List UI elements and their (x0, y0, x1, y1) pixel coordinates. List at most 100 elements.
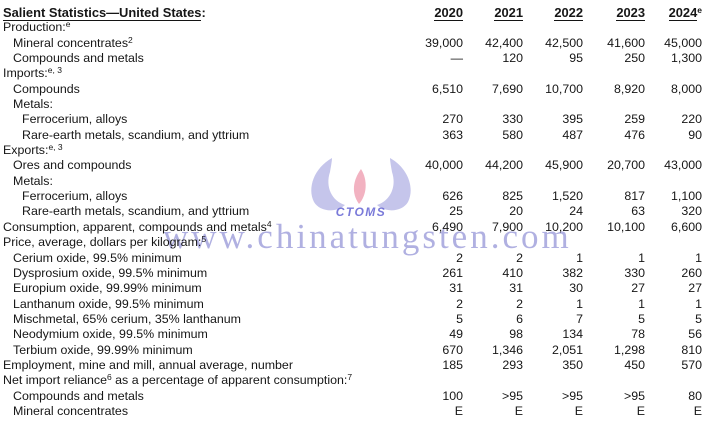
value-cell: 250 (624, 51, 645, 66)
table-header-row: Salient Statistics—United States: 2020 20… (3, 5, 702, 21)
table-row: Mineral concentrates2 39,000 42,400 42,500 4… (3, 35, 702, 51)
value-cell: 134 (562, 327, 583, 342)
row-label: Consumption, apparent, compounds and met… (3, 218, 272, 234)
table-row: Consumption, apparent, compounds and met… (3, 220, 702, 235)
row-label: Compounds and metals (13, 388, 144, 403)
value-cell: E (636, 403, 645, 418)
row-label: Imports:e, 3 (3, 65, 62, 81)
value-cell: 476 (624, 127, 645, 142)
estimate-superscript: e (697, 5, 702, 15)
value-cell: 1,298 (613, 342, 645, 357)
row-label: Rare-earth metals, scandium, and yttrium (22, 127, 250, 142)
table-row: Employment, mine and mill, annual averag… (3, 358, 702, 373)
value-cell: — (450, 51, 463, 66)
value-cell: E (693, 403, 702, 418)
value-cell: 1 (638, 250, 645, 265)
row-label: Lanthanum oxide, 99.5% minimum (13, 296, 204, 311)
value-cell: 6,490 (431, 219, 463, 234)
value-cell: 626 (442, 189, 463, 204)
table-title: Salient Statistics—United States: (3, 5, 402, 21)
row-label: Price, average, dollars per kilogram:5 (3, 234, 207, 250)
year-header-2022: 2022 (554, 5, 583, 21)
table-row: Price, average, dollars per kilogram:5 (3, 235, 702, 250)
table-row: Mineral concentrates E E E E E (3, 404, 702, 419)
table-row: Cerium oxide, 99.5% minimum 2 2 1 1 1 (3, 251, 702, 266)
value-cell: 185 (442, 357, 463, 372)
value-cell: 80 (688, 388, 702, 403)
chinatungsten-url-watermark: www.chinatungsten.com (163, 217, 572, 256)
table-row: Ferrocerium, alloys 270 330 395 259 220 (3, 112, 702, 127)
value-cell: 10,700 (545, 81, 583, 96)
value-cell: 27 (631, 281, 645, 296)
value-cell: 25 (449, 204, 463, 219)
value-cell: 6 (516, 311, 523, 326)
value-cell: E (574, 403, 583, 418)
value-cell: 90 (688, 127, 702, 142)
table-title-colon: : (201, 5, 206, 20)
row-label: Rare-earth metals, scandium, and yttrium (22, 204, 250, 219)
row-label: Ores and compounds (13, 158, 132, 173)
table-row: Compounds and metals — 120 95 250 1,300 (3, 51, 702, 66)
table-row: Net import reliance6 as a percentage of … (3, 373, 702, 388)
value-cell: 24 (569, 204, 583, 219)
row-label: Mineral concentrates (13, 403, 129, 418)
row-label: Exports:e, 3 (3, 142, 63, 158)
value-cell: 20 (509, 204, 523, 219)
value-cell: 41,600 (607, 35, 645, 50)
value-cell: 382 (562, 265, 583, 280)
table-row: Metals: (3, 97, 702, 112)
year-header-2020: 2020 (434, 5, 463, 21)
table-row: Rare-earth metals, scandium, and yttrium… (3, 128, 702, 143)
row-label: Terbium oxide, 99.99% minimum (13, 342, 193, 357)
value-cell: 45,900 (545, 158, 583, 173)
value-cell: 95 (569, 51, 583, 66)
value-cell: 40,000 (425, 158, 463, 173)
table-body: Production:e Mineral concentrates2 39,000 4… (3, 20, 702, 419)
value-cell: >95 (501, 388, 523, 403)
value-cell: 7 (576, 311, 583, 326)
row-label: Dysprosium oxide, 99.5% minimum (13, 265, 208, 280)
row-label: Europium oxide, 99.99% minimum (13, 281, 202, 296)
ctoms-logo-icon: CTOMS (311, 158, 411, 219)
value-cell: 1,520 (551, 189, 583, 204)
value-cell: 670 (442, 342, 463, 357)
value-cell: 31 (509, 281, 523, 296)
value-cell: 6,600 (670, 219, 702, 234)
value-cell: 2,051 (551, 342, 583, 357)
value-cell: 330 (502, 112, 523, 127)
value-cell: 450 (624, 357, 645, 372)
value-cell: 320 (681, 204, 702, 219)
value-cell: 1 (695, 250, 702, 265)
table-row: Terbium oxide, 99.99% minimum 670 1,346 2,0… (3, 343, 702, 358)
row-label: Ferrocerium, alloys (22, 189, 128, 204)
value-cell: 1,100 (670, 189, 702, 204)
value-cell: 5 (456, 311, 463, 326)
table-title-text: Salient Statistics—United States (3, 5, 202, 21)
row-label: Employment, mine and mill, annual averag… (3, 357, 293, 372)
value-cell: 27 (688, 281, 702, 296)
value-cell: 2 (456, 250, 463, 265)
ctoms-logo-text: CTOMS (336, 205, 387, 219)
table-row: Compounds 6,510 7,690 10,700 8,920 8,000 (3, 82, 702, 97)
table-row: Rare-earth metals, scandium, and yttrium… (3, 204, 702, 219)
row-label: Metals: (13, 97, 53, 112)
value-cell: 330 (624, 265, 645, 280)
value-cell: 260 (681, 265, 702, 280)
value-cell: 120 (502, 51, 523, 66)
value-cell: 42,400 (485, 35, 523, 50)
value-cell: 100 (442, 388, 463, 403)
value-cell: 20,700 (607, 158, 645, 173)
table-row: Compounds and metals 100 >95 >95 >95 80 (3, 389, 702, 404)
row-label: Neodymium oxide, 99.5% minimum (13, 327, 208, 342)
value-cell: 45,000 (664, 35, 702, 50)
value-cell: 410 (502, 265, 523, 280)
row-label: Net import reliance6 as a percentage of … (3, 372, 353, 388)
value-cell: 1,300 (670, 51, 702, 66)
table-row: Neodymium oxide, 99.5% minimum 49 98 134 78 5… (3, 327, 702, 342)
value-cell: 10,100 (607, 219, 645, 234)
value-cell: 2 (516, 250, 523, 265)
row-label: Metals: (13, 173, 53, 188)
value-cell: 8,920 (613, 81, 645, 96)
value-cell: 39,000 (425, 35, 463, 50)
